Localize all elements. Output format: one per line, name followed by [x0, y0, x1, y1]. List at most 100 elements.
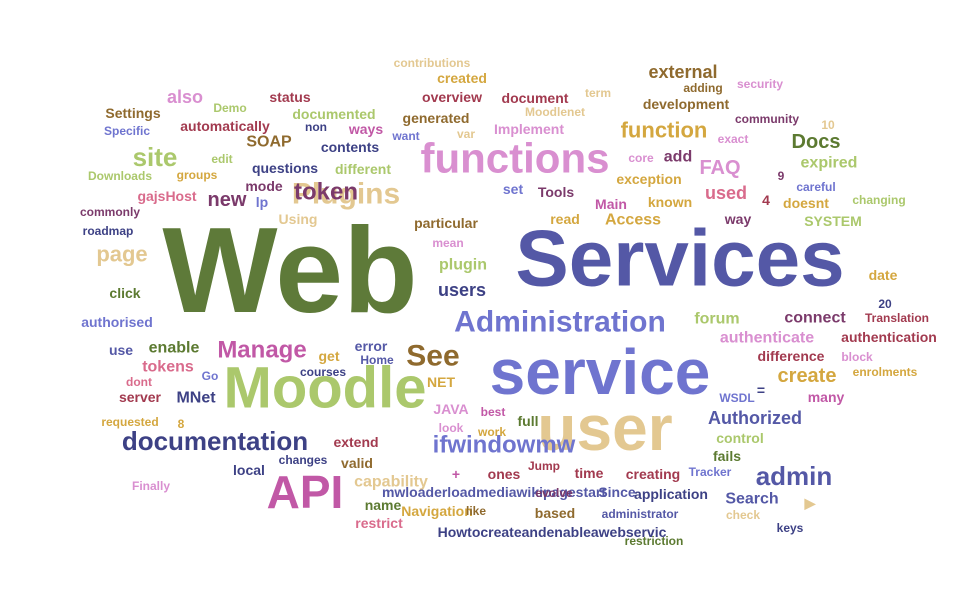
cloud-word: mode	[245, 178, 283, 194]
cloud-word: 20	[878, 297, 892, 311]
cloud-word: users	[438, 280, 486, 300]
cloud-word: automatically	[180, 118, 270, 134]
cloud-word: Finally	[132, 479, 170, 493]
cloud-word: user	[537, 392, 672, 464]
cloud-word: NET	[427, 374, 455, 390]
cloud-word: groups	[177, 168, 218, 182]
cloud-word: block	[841, 350, 873, 364]
cloud-word: overview	[422, 89, 482, 105]
cloud-word: server	[119, 389, 162, 405]
cloud-word: changes	[279, 453, 328, 467]
cloud-word: Administration	[454, 306, 666, 339]
cloud-word: creating	[626, 466, 680, 482]
cloud-word: Settings	[105, 105, 160, 121]
cloud-word: new	[208, 189, 247, 211]
cloud-word: add	[664, 149, 692, 166]
cloud-word: full	[518, 413, 539, 429]
cloud-word: different	[335, 161, 391, 177]
cloud-word: documented	[292, 106, 375, 122]
cloud-word: Downloads	[88, 169, 152, 183]
cloud-word: non	[305, 120, 327, 134]
cloud-word: Jump	[528, 459, 560, 473]
cloud-word: best	[481, 405, 506, 419]
cloud-word: WSDL	[719, 391, 754, 405]
cloud-word: Howtocreateandenableawebservic	[438, 524, 667, 540]
cloud-word: adding	[683, 81, 722, 95]
cloud-word: Home	[360, 353, 394, 367]
cloud-word: mwloaderloadmediawikipagestart	[382, 484, 606, 500]
cloud-word: restriction	[625, 534, 684, 548]
cloud-word: Web	[162, 202, 417, 338]
cloud-word: enrolments	[853, 365, 918, 379]
cloud-word: error	[355, 338, 388, 354]
cloud-word: administrator	[602, 507, 679, 521]
cloud-word: evolve	[535, 486, 573, 500]
cloud-word: +	[452, 466, 460, 482]
cloud-word: forum	[694, 311, 739, 328]
cloud-word: roadmap	[83, 224, 134, 238]
cloud-word: also	[167, 87, 203, 107]
cloud-word: lp	[256, 194, 268, 210]
cloud-word: See	[406, 340, 459, 373]
cloud-word: tokens	[142, 359, 194, 376]
cloud-word: admin	[756, 461, 833, 491]
cloud-word: ▶	[804, 495, 817, 511]
cloud-word: FAQ	[699, 157, 740, 179]
cloud-word: Tracker	[689, 465, 732, 479]
cloud-word: set	[503, 181, 524, 197]
cloud-word: Implement	[494, 121, 564, 137]
cloud-word: ifwindowmw	[433, 432, 576, 459]
cloud-word: core	[628, 151, 654, 165]
cloud-word: read	[550, 211, 580, 227]
cloud-word: JAVA	[433, 401, 468, 417]
cloud-word: want	[391, 129, 419, 143]
cloud-word: documentation	[122, 426, 308, 456]
cloud-word: 10	[821, 118, 835, 132]
cloud-word: 9	[778, 169, 785, 183]
cloud-word: created	[437, 70, 487, 86]
cloud-word: Access	[605, 212, 661, 229]
cloud-word: fails	[713, 448, 741, 464]
cloud-word: capability	[354, 474, 428, 491]
cloud-word: changing	[852, 193, 905, 207]
cloud-word: token	[294, 179, 358, 206]
cloud-word: connect	[784, 310, 846, 327]
cloud-word: commonly	[80, 205, 140, 219]
cloud-word: Since	[598, 484, 636, 500]
cloud-word: valid	[341, 455, 373, 471]
cloud-word: authorised	[81, 314, 153, 330]
cloud-word: site	[133, 142, 178, 172]
cloud-word: questions	[252, 160, 318, 176]
cloud-word: 8	[178, 417, 185, 431]
cloud-word: ones	[488, 466, 521, 482]
cloud-word: click	[109, 285, 140, 301]
cloud-word: extend	[333, 434, 378, 450]
cloud-word: particular	[414, 215, 478, 231]
cloud-word: document	[502, 90, 569, 106]
cloud-word: SOAP	[246, 134, 292, 151]
cloud-word: name	[365, 497, 402, 513]
cloud-word: Main	[595, 196, 627, 212]
cloud-word: time	[575, 465, 604, 481]
cloud-word: expired	[801, 155, 858, 172]
cloud-word: contributions	[394, 56, 471, 70]
cloud-word: known	[648, 194, 692, 210]
cloud-word: Moodlenet	[525, 105, 585, 119]
cloud-word: security	[737, 77, 783, 91]
cloud-word: ways	[348, 121, 383, 137]
cloud-word: work	[477, 425, 506, 439]
cloud-word: development	[643, 96, 730, 112]
cloud-word: use	[109, 342, 133, 358]
cloud-word: Moodle	[224, 356, 427, 421]
cloud-word: keys	[777, 521, 804, 535]
cloud-word: create	[778, 365, 837, 387]
cloud-word: exception	[616, 171, 681, 187]
cloud-word: Demo	[213, 101, 246, 115]
cloud-word: courses	[300, 365, 346, 379]
cloud-word: many	[808, 389, 845, 405]
cloud-word: =	[757, 382, 765, 398]
cloud-word: Specific	[104, 124, 150, 138]
cloud-word: plugin	[439, 257, 487, 274]
cloud-word: SYSTEM	[804, 213, 862, 229]
